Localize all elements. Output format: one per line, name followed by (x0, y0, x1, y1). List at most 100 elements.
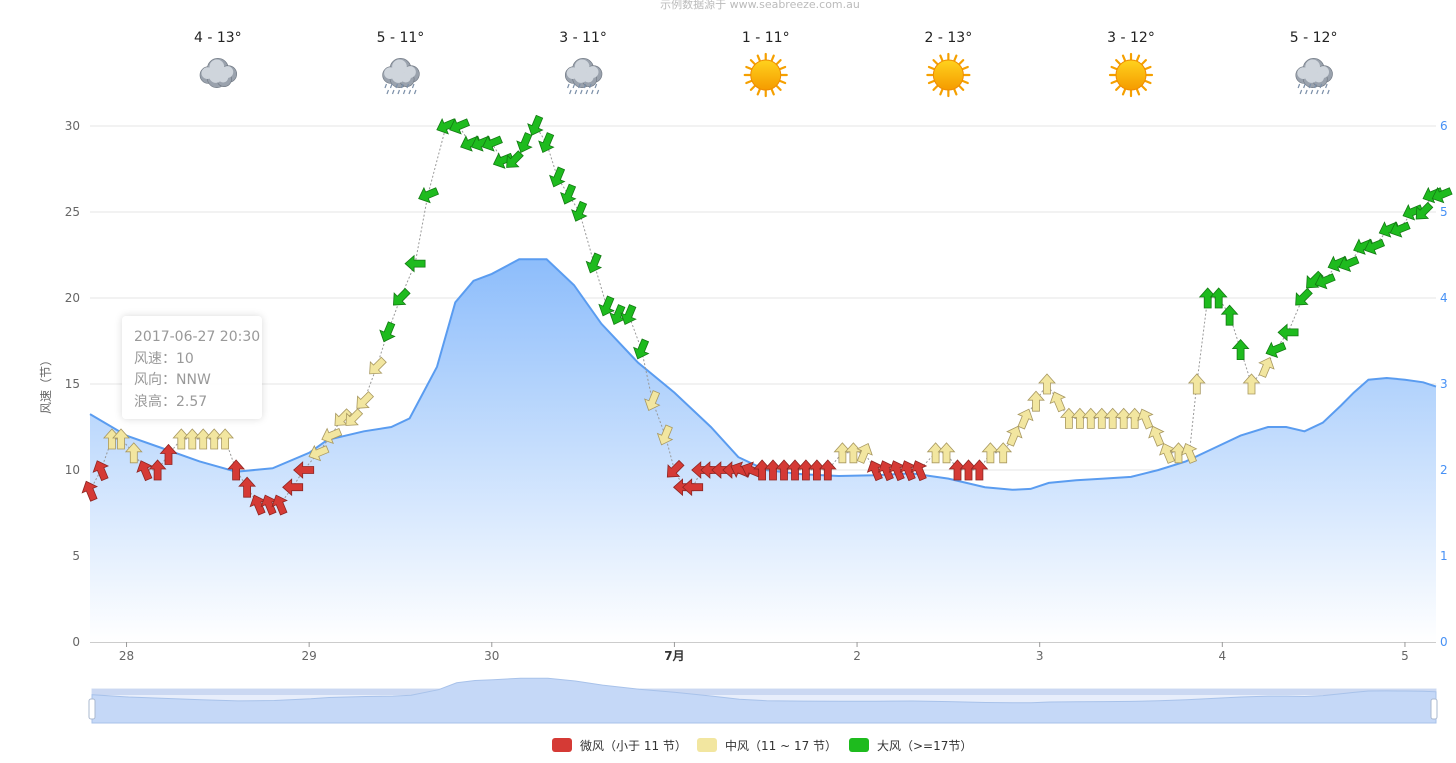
wind-arrow (1364, 238, 1386, 255)
x-tick-label: 4 (1218, 649, 1226, 663)
y-axis-label: 风速（节） (39, 354, 53, 414)
rain-drop (572, 83, 576, 89)
wind-arrow (1389, 221, 1411, 238)
y2-tick-label: 6 (1440, 119, 1448, 133)
zoom-handle-left[interactable] (88, 698, 96, 720)
wind-arrow (1038, 373, 1056, 395)
wind-arrow (238, 476, 256, 498)
legend-label-low: 微风（小于 11 节） (580, 739, 687, 753)
cloud-highlight (400, 72, 411, 83)
wind-arrow (1431, 186, 1453, 204)
wind-arrow (449, 118, 471, 135)
rain-drop (1308, 83, 1312, 89)
wind-arrow (249, 494, 266, 516)
wind-arrow (148, 459, 167, 481)
wind-arrow (356, 391, 375, 409)
tooltip-direction: 风向：NNW (134, 372, 211, 388)
zoom-slider-handle-bar (92, 689, 1436, 695)
wind-arrow (1415, 201, 1434, 220)
chart-source-title: 示例数据源于 www.seabreeze.com.au (660, 0, 860, 11)
y-tick-label: 25 (65, 205, 80, 219)
sun-icon (743, 52, 788, 98)
wind-arrow (1180, 443, 1198, 464)
rain-drop (589, 83, 592, 89)
wind-arrow (538, 132, 555, 153)
x-tick-label: 29 (302, 649, 317, 663)
weather-temp-label: 5 - 12° (1290, 30, 1338, 46)
wind-arrow (1258, 357, 1275, 378)
cloud-highlight (217, 72, 229, 83)
sun-icon (926, 52, 971, 98)
wind-arrow (1017, 408, 1034, 430)
wind-arrow (633, 338, 650, 360)
wind-arrow (112, 428, 130, 450)
wave-height-area (90, 259, 1436, 642)
legend-swatch-high (849, 738, 869, 752)
rain-drop (395, 83, 399, 89)
rain-drop (397, 89, 401, 95)
wind-arrow (666, 459, 685, 478)
cloud-highlight (583, 72, 594, 83)
y-tick-label: 20 (65, 291, 80, 305)
wind-arrow (1187, 373, 1206, 395)
wind-arrow (227, 459, 245, 481)
sun-icon (1108, 52, 1154, 98)
wind-arrow (369, 356, 387, 375)
rain-drop (411, 83, 415, 89)
data-tooltip: 2017-06-27 20:30 风速：10 风向：NNW 浪高：2.57 (122, 316, 262, 419)
wind-arrow (282, 478, 304, 497)
rain-drop (1305, 89, 1308, 95)
wind-arrow (1006, 425, 1023, 447)
wind-arrow (644, 390, 661, 411)
wind-arrow (393, 287, 411, 306)
rain-drop (567, 83, 570, 89)
rain-drop (578, 83, 581, 89)
wind-arrow (571, 200, 588, 222)
rain-icon (1295, 58, 1333, 95)
wind-arrow (1209, 287, 1228, 309)
rain-drop (580, 89, 583, 95)
wind-arrow (345, 408, 364, 426)
weather-temp-label: 3 - 12° (1107, 30, 1155, 46)
rain-drop (408, 89, 412, 95)
rain-drop (406, 83, 410, 89)
cloudy-icon (199, 58, 238, 89)
wind-arrow (1148, 425, 1165, 447)
wind-arrow (937, 442, 956, 464)
wind-arrow (818, 459, 837, 481)
rain-drop (594, 83, 598, 89)
wind-arrow (1081, 407, 1100, 429)
wind-arrow (1114, 407, 1133, 429)
rain-drop (1314, 83, 1317, 89)
cloud-highlight (1313, 72, 1325, 83)
wind-arrow (1027, 390, 1045, 412)
wind-arrow (741, 461, 763, 478)
tooltip-wave: 浪高：2.57 (134, 393, 208, 410)
wind-arrow (205, 428, 224, 450)
tooltip-time: 2017-06-27 20:30 (134, 329, 261, 345)
wind-arrow (1265, 341, 1287, 359)
wind-arrow (516, 132, 533, 153)
wind-arrow (379, 321, 396, 343)
wind-arrow (482, 135, 503, 152)
wind-arrow (1277, 323, 1299, 342)
wave-height-line (89, 258, 1437, 491)
zoom-handle-right[interactable] (1430, 698, 1438, 720)
wind-arrow (260, 494, 277, 516)
wind-arrow (124, 442, 143, 464)
wind-arrow (172, 428, 191, 450)
wind-arrow (682, 478, 704, 497)
sun-disc (750, 59, 782, 91)
wind-arrow (271, 494, 288, 516)
rain-drop (413, 89, 417, 95)
wind-arrow (1338, 255, 1360, 273)
y-tick-label: 30 (65, 119, 80, 133)
rain-drop (1319, 83, 1323, 89)
wind-arrow (910, 460, 928, 482)
y2-tick-label: 2 (1440, 463, 1448, 477)
wind-arrow (506, 150, 524, 168)
wind-arrow (334, 408, 353, 426)
wind-arrow (404, 254, 426, 273)
rain-drop (1299, 89, 1303, 95)
